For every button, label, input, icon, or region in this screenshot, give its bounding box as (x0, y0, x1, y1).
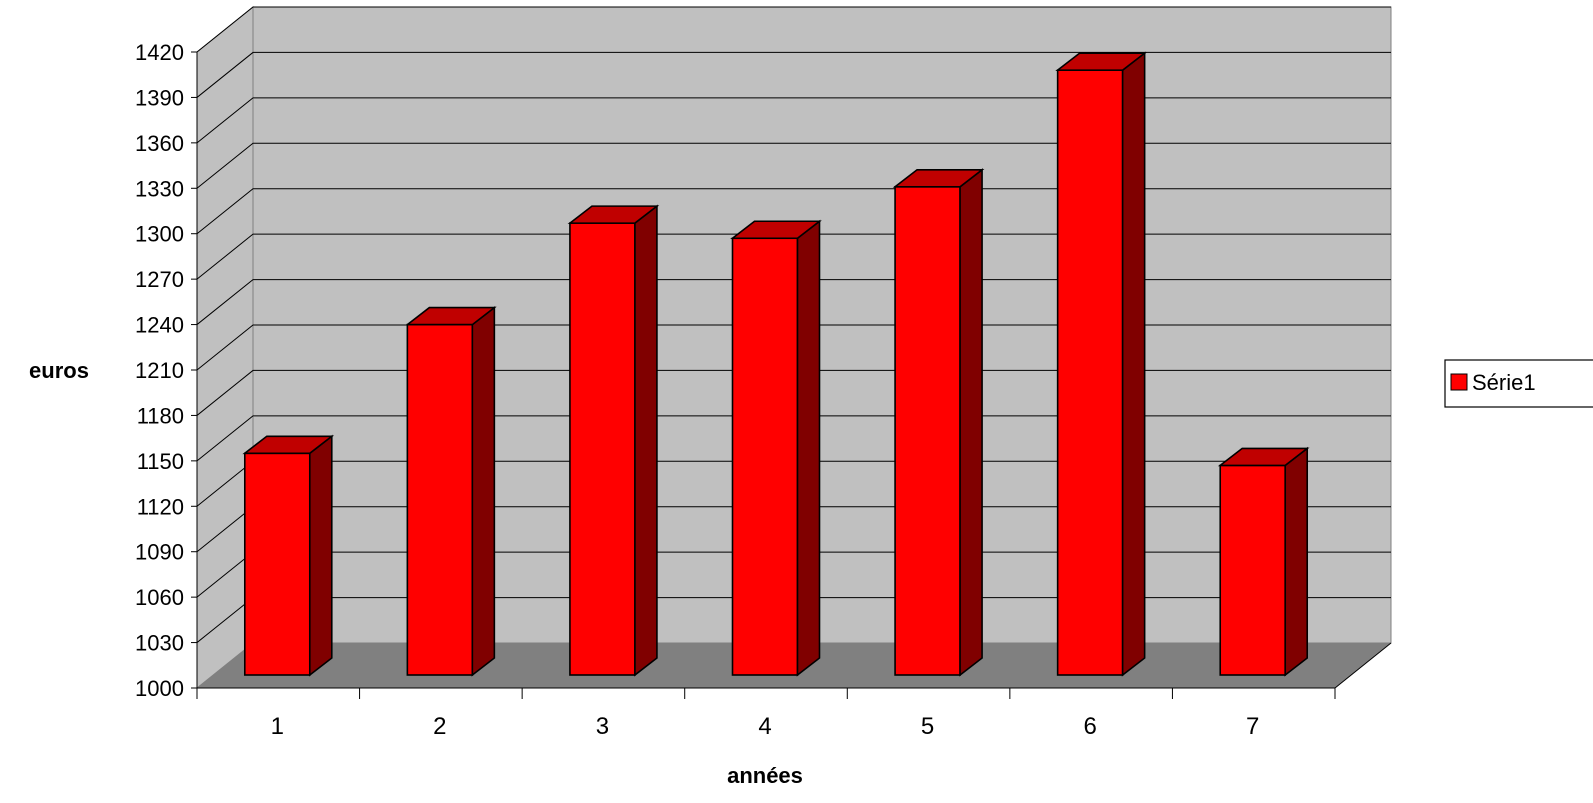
bar-top (1217, 447, 1310, 467)
legend-label: Série1 (1472, 370, 1536, 395)
x-tick-label: 2 (433, 713, 446, 740)
bar-front (731, 237, 799, 676)
bar-front (569, 222, 636, 676)
bar-front (1056, 69, 1124, 676)
y-tick-label: 1420 (135, 40, 184, 65)
y-tick-label: 1210 (135, 358, 184, 383)
gridline (196, 51, 1391, 98)
bar-4 (730, 219, 822, 677)
bar-top (1055, 52, 1147, 71)
x-axis-title: années (727, 763, 803, 788)
bar-side (959, 168, 983, 677)
x-tick-label: 1 (271, 713, 284, 740)
bar-side (1284, 446, 1309, 677)
legend: Série1 (1444, 359, 1593, 408)
bar-side (796, 219, 821, 677)
x-tick-label: 3 (596, 713, 609, 740)
bar-front (406, 323, 474, 676)
y-tick-label: 1270 (135, 267, 184, 292)
x-tick-label: 7 (1246, 713, 1259, 740)
bar-3 (567, 204, 660, 677)
y-tick-label: 1180 (137, 403, 184, 428)
bar-top (405, 306, 497, 326)
gridline (196, 142, 1391, 189)
x-axis-ticks: 1 2 3 4 5 6 7 (196, 642, 1392, 740)
y-tick-label: 1090 (135, 540, 184, 565)
x-tick-label: 5 (921, 713, 934, 740)
y-tick-label: 1030 (135, 631, 184, 656)
bar-front (1219, 464, 1287, 676)
x-tick-label: 6 (1083, 713, 1096, 740)
y-tick-label: 1000 (135, 676, 184, 701)
bar-2 (405, 305, 497, 677)
y-tick-label: 1390 (135, 85, 184, 110)
y-tick-label: 1240 (135, 313, 184, 338)
gridline (196, 415, 1391, 462)
bar-5 (892, 168, 985, 677)
gridline (196, 279, 1391, 325)
bar-front (894, 185, 961, 676)
bar-front (243, 452, 311, 676)
x-tick-label: 4 (758, 713, 771, 740)
y-tick-label: 1060 (135, 585, 184, 610)
bars (242, 51, 1310, 677)
gridline (196, 6, 1391, 53)
y-tick-label: 1150 (137, 449, 184, 474)
legend-box (1444, 359, 1593, 408)
bar-side (634, 204, 658, 677)
gridlines (196, 6, 1391, 643)
gridline (196, 369, 1391, 416)
bar-1 (242, 434, 335, 677)
y-tick-label: 1120 (137, 494, 184, 519)
y-tick-label: 1300 (135, 222, 184, 247)
y-tick-label: 1360 (135, 131, 184, 156)
bar-6 (1055, 51, 1147, 677)
gridline (196, 233, 1391, 280)
bar-top (730, 220, 822, 240)
bar-side (471, 305, 496, 677)
gridline (196, 188, 1391, 235)
bar-side (1121, 51, 1146, 677)
y-axis-ticks: 1000 1030 1060 1090 1120 1150 1180 1210 1240 1270… (135, 40, 198, 701)
floor-edge (1334, 642, 1392, 689)
bar-side (308, 434, 333, 677)
gridline (196, 97, 1391, 144)
bar-7 (1217, 446, 1310, 677)
gridline (196, 324, 1391, 371)
bar-top (567, 205, 660, 224)
bar-top (242, 435, 335, 455)
y-tick-label: 1330 (135, 176, 184, 201)
y-axis-title: euros (29, 358, 89, 383)
legend-swatch (1450, 373, 1468, 391)
bar-top (892, 168, 985, 188)
